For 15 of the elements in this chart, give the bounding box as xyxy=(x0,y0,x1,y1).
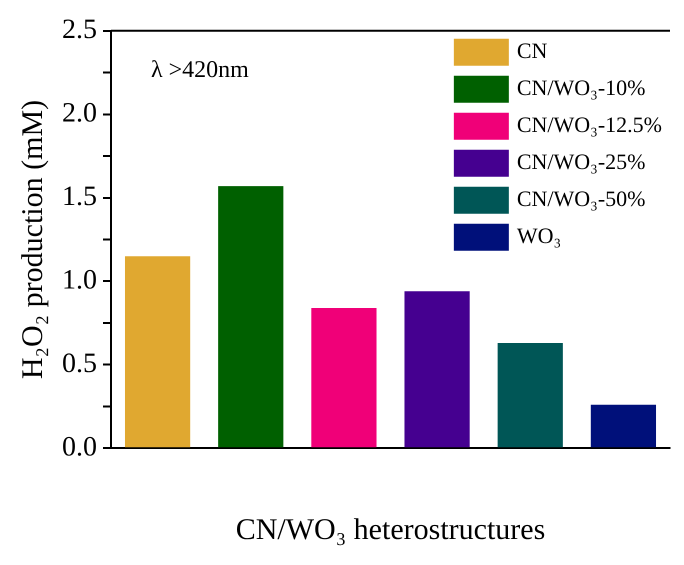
y-tick-label: 1.5 xyxy=(62,181,97,212)
y-tick-label: 0.0 xyxy=(62,432,97,463)
y-axis-title: H₂O₂ production (mM) xyxy=(16,100,49,380)
legend-label: CN/WO₃-10% xyxy=(516,75,646,100)
legend-label: CN/WO₃-12.5% xyxy=(516,112,662,138)
y-tick-label: 2.0 xyxy=(62,98,97,129)
legend-label: CN xyxy=(516,38,548,64)
legend-label: CN/WO₃-25% xyxy=(516,149,646,174)
x-axis-title: CN/WO₃ heterostructures xyxy=(236,512,546,546)
y-tick-label: 0.5 xyxy=(62,348,97,380)
y-tick-label: 2.5 xyxy=(62,14,97,46)
legend-label: WO₃ xyxy=(516,223,562,248)
y-tick-label: 1.0 xyxy=(62,264,97,296)
annotation: λ >420nm xyxy=(151,57,250,84)
legend-label: CN/WO₃-50% xyxy=(516,186,646,212)
